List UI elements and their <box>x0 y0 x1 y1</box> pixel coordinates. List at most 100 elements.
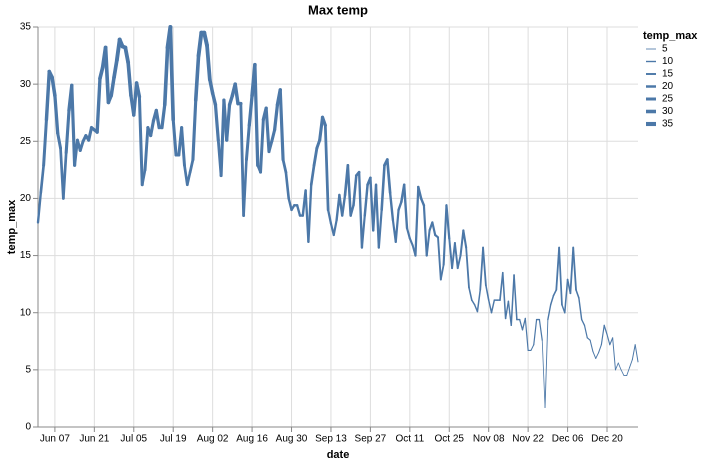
trail-segment <box>309 163 316 187</box>
trail-segment <box>595 352 600 359</box>
trail-segment <box>578 297 583 321</box>
trail-segment <box>547 304 552 321</box>
legend-label: 30 <box>662 106 674 117</box>
trail-segment <box>70 83 77 167</box>
trail-segment <box>541 339 546 408</box>
trail-segment <box>140 168 147 187</box>
trail-segment <box>320 115 327 127</box>
trail-segment <box>103 45 111 105</box>
trail-segment <box>586 337 591 341</box>
trail-segment <box>281 158 288 174</box>
x-tick-label: Jun 07 <box>40 434 70 445</box>
x-tick-label: Jun 21 <box>79 434 109 445</box>
trail-segment <box>544 319 549 409</box>
trail-segment <box>606 333 611 346</box>
trail-segment <box>558 246 563 306</box>
trail-segment <box>64 108 71 155</box>
trail-segment <box>620 369 625 376</box>
trail-segment <box>533 318 538 346</box>
trail-segment <box>307 183 313 244</box>
x-tick-label: Oct 25 <box>435 434 465 445</box>
trail-segment <box>39 163 45 195</box>
y-tick-label: 30 <box>20 79 32 90</box>
trail-segment <box>626 367 630 376</box>
trail-segment <box>168 25 176 122</box>
trail-segment <box>615 362 619 371</box>
trail-segment <box>123 45 131 65</box>
trail-segment <box>95 76 102 134</box>
trail-segment <box>352 174 358 207</box>
trail-segment <box>272 103 280 132</box>
trail-segment <box>530 344 535 351</box>
trail-segment <box>162 45 170 107</box>
trail-segment <box>360 214 366 249</box>
x-tick-label: Dec 20 <box>591 434 623 445</box>
y-tick-label: 10 <box>20 307 32 318</box>
trail-segment <box>569 246 575 295</box>
trail-segment <box>408 237 414 247</box>
trail-segment <box>612 337 616 371</box>
trail-segment <box>202 30 210 48</box>
trail-segment <box>50 75 57 98</box>
trail-segment <box>394 208 400 243</box>
trail-segment <box>264 106 271 154</box>
trail-segment <box>468 286 473 301</box>
trail-segment <box>56 131 63 150</box>
trail-segment <box>73 138 79 167</box>
x-tick-label: Nov 08 <box>473 434 505 445</box>
trail-segment <box>253 63 260 167</box>
trail-segment <box>126 60 133 98</box>
y-tick-label: 5 <box>25 364 31 375</box>
trail-segment <box>323 123 330 212</box>
legend-title: temp_max <box>643 30 698 42</box>
trail-segment <box>397 200 403 212</box>
trail-segment <box>326 208 333 225</box>
y-tick-label: 15 <box>20 250 32 261</box>
trail-segment <box>267 139 274 154</box>
trail-segment <box>87 126 94 142</box>
trail-segment <box>225 103 232 142</box>
trail-segment <box>377 208 383 249</box>
trail-segment <box>425 229 431 257</box>
trail-segment <box>414 185 420 257</box>
trail-segment <box>388 191 395 222</box>
trail-segment <box>465 246 470 289</box>
legend-label: 20 <box>662 81 674 92</box>
trail-segment <box>134 81 142 99</box>
trail-segment <box>538 318 543 341</box>
trail-segment <box>332 219 338 237</box>
x-tick-label: Aug 30 <box>276 434 308 445</box>
trail-segment <box>242 158 248 217</box>
legend-label: 5 <box>662 44 668 55</box>
legend-label: 15 <box>662 69 674 80</box>
trail-segment <box>513 274 518 321</box>
trail-segment <box>180 126 186 167</box>
y-tick-label: 0 <box>25 422 31 433</box>
trail-segment <box>295 204 302 217</box>
trail-segment <box>112 58 119 80</box>
trail-segment <box>210 91 218 107</box>
trail-segment <box>233 82 240 106</box>
trail-segment <box>213 103 220 142</box>
trail-segment <box>239 102 246 217</box>
trail-segment <box>629 359 633 369</box>
trail-segment <box>318 115 325 142</box>
trail-segment <box>278 88 285 162</box>
trail-segment <box>363 183 369 217</box>
trail-segment <box>592 351 597 359</box>
trail-segment <box>519 318 524 331</box>
trail-segment <box>205 43 212 82</box>
trail-segment <box>445 204 451 240</box>
x-tick-label: Jul 05 <box>120 434 147 445</box>
trail-segment <box>44 69 51 122</box>
trail-segment <box>287 197 293 212</box>
trail-segment <box>53 93 60 135</box>
y-tick-label: 20 <box>20 193 32 204</box>
trail-segment <box>380 163 386 212</box>
trail-segment <box>374 183 380 249</box>
trail-segment <box>603 324 608 336</box>
trail-segment <box>385 158 392 195</box>
trail-segment <box>439 263 445 281</box>
trail-segment <box>442 204 448 266</box>
trail-segment <box>312 146 319 167</box>
